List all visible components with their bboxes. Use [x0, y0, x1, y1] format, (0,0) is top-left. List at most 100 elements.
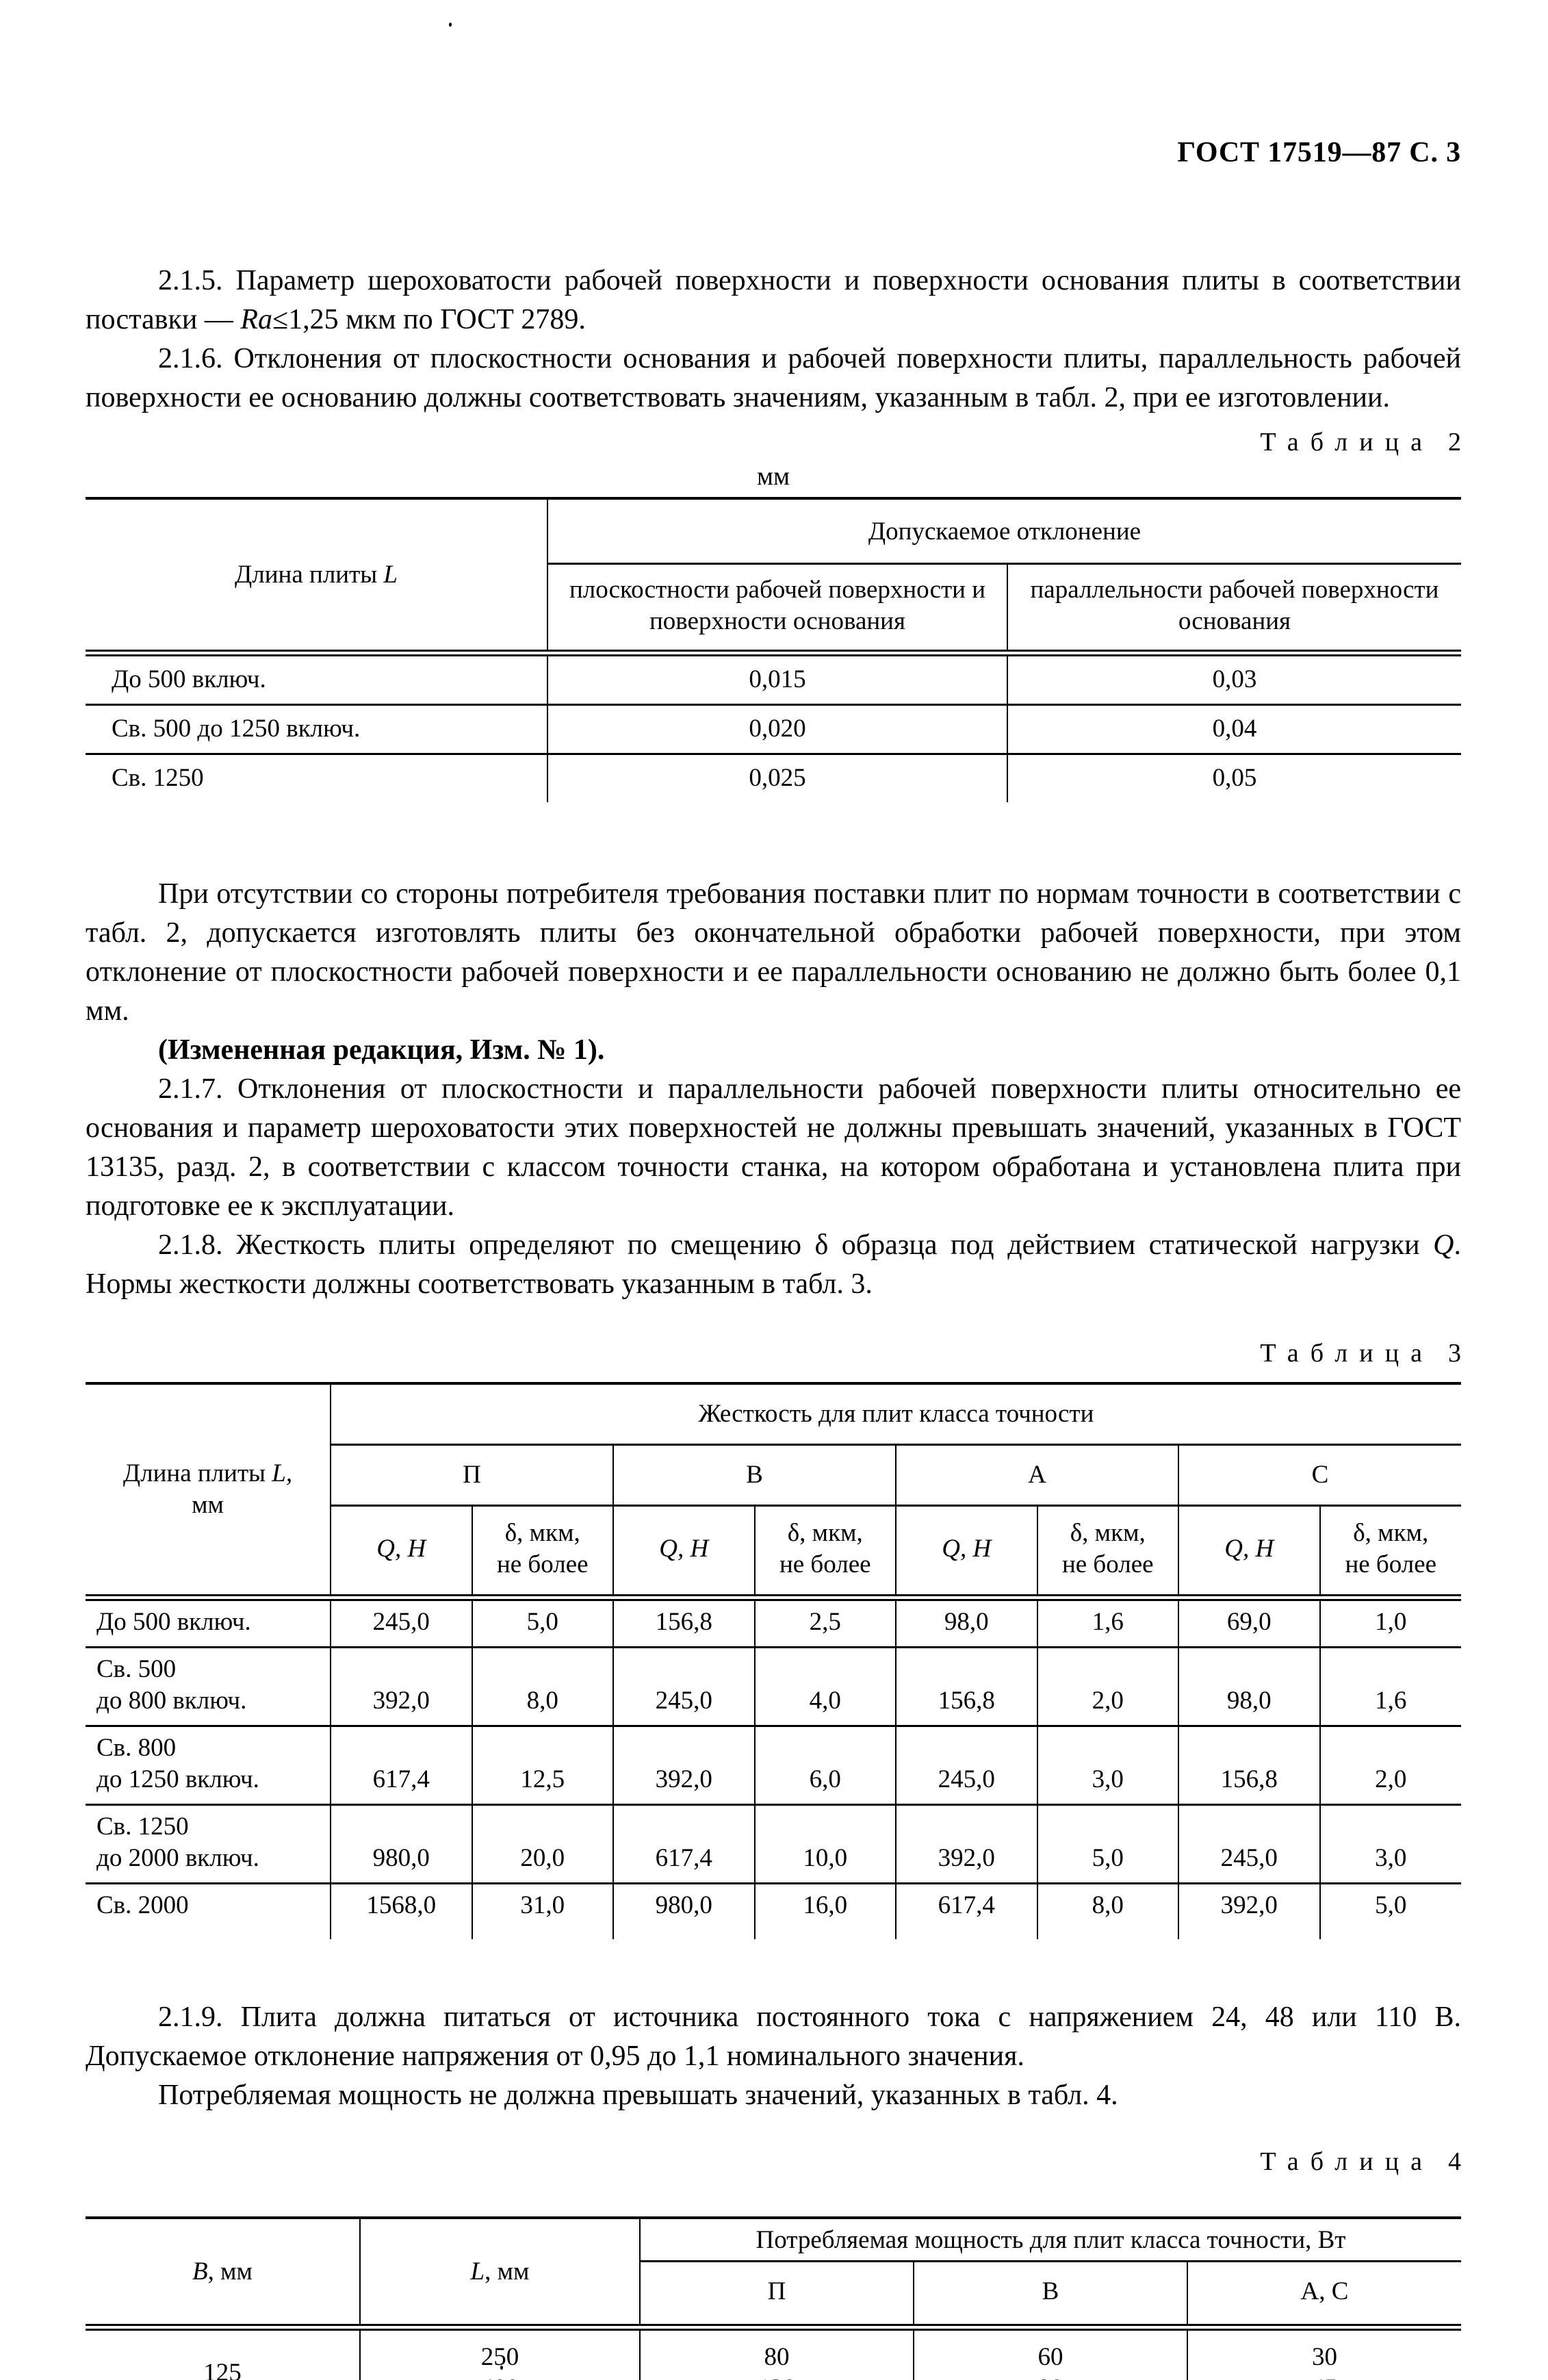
table-cell: 12,5 [471, 1726, 613, 1805]
table-cell: 10,0 [753, 1804, 896, 1884]
table-cell: 2,5 [753, 1598, 896, 1648]
subheader-line: не более [779, 1550, 871, 1578]
table4-col2-header: L, мм [359, 2218, 640, 2327]
table-cell: 250400 [359, 2327, 640, 2380]
table-cell: 125 [203, 2359, 242, 2380]
paragraph-text: ≤1,25 мкм по ГОСТ 2789. [272, 304, 586, 335]
table-cell: 20,0 [471, 1804, 613, 1884]
table-4: B, мм L, мм Потребляемая мощность для пл… [86, 2216, 1461, 2380]
subheader-delta: δ, мкм, не более [471, 1505, 613, 1598]
class-header-v: В [913, 2261, 1187, 2327]
table3-span-header: Жесткость для плит класса точности [330, 1383, 1461, 1446]
table-cell: 5,0 [1319, 1883, 1461, 1939]
paragraph-2-1-9b: Потребляемая мощность не должна превышат… [158, 2080, 1118, 2111]
table-cell: 3,0 [1036, 1726, 1178, 1805]
table-cell: 80130 [639, 2327, 914, 2380]
table-cell: 5,0 [1036, 1804, 1178, 1884]
subheader-q: Q, Н [1178, 1505, 1320, 1598]
class-header-a: А [895, 1444, 1178, 1507]
table-caption-label: Таблица [1260, 1339, 1434, 1368]
table-cell: 156,8 [612, 1598, 755, 1648]
table-cell: 5,0 [471, 1598, 613, 1648]
table-2: Длина плиты L Допускаемое отклонение пло… [86, 497, 1461, 802]
table-cell: 392,0 [330, 1647, 472, 1726]
row-label: Св. 500 до 800 включ. [86, 1648, 331, 1726]
table-cell: 245,0 [612, 1647, 755, 1726]
table-cell: 69,0 [1178, 1598, 1320, 1648]
table-cell: 1,6 [1036, 1598, 1178, 1648]
table-caption-label: Таблица [1260, 428, 1434, 457]
table-row: До 500 включ. 245,0 5,0 156,8 2,5 98,0 1… [86, 1598, 1461, 1648]
table-cell: 392,0 [1178, 1883, 1320, 1939]
table-row: Св. 2000 1568,0 31,0 980,0 16,0 617,4 8,… [86, 1883, 1461, 1940]
label-line: Св. 800 [96, 1734, 177, 1762]
table-row: 125 250400 80130 6090 3045 [86, 2327, 1461, 2380]
table-caption-label: Таблица [1260, 2147, 1434, 2176]
table-cell: 617,4 [895, 1883, 1037, 1939]
table2-caption: Таблица 2 [86, 427, 1461, 457]
class-header-p: П [639, 2261, 914, 2327]
header-line: мм [192, 1491, 224, 1519]
table-cell: 3045 [1187, 2327, 1461, 2380]
header-text: , мм [485, 2257, 530, 2286]
class-header-c: С [1178, 1444, 1461, 1507]
row-label: Св. 2000 [86, 1884, 331, 1940]
paragraph-2-1-7: 2.1.7. Отклонения от плоскостности и пар… [86, 1073, 1461, 1222]
paragraph-after-table2: При отсутствии со стороны потребителя тр… [86, 878, 1461, 1027]
subheader-delta: δ, мкм, не более [753, 1505, 896, 1598]
table-cell: 0,020 [547, 704, 1007, 754]
table-cell: 1,0 [1319, 1598, 1461, 1648]
table-cell: 245,0 [1178, 1804, 1320, 1884]
table-cell: 0,015 [547, 653, 1007, 705]
subheader-delta: δ, мкм, не более [1319, 1505, 1461, 1598]
paragraph-2-1-6: 2.1.6. Отклонения от плоскостности основ… [86, 343, 1461, 413]
value-line: 250 [480, 2343, 519, 2371]
label-line: До 500 включ. [96, 1608, 251, 1636]
table-row: Св. 1250 до 2000 включ. 980,0 20,0 617,4 … [86, 1804, 1461, 1884]
table-cell: 3,0 [1319, 1804, 1461, 1884]
subheader-line: δ, мкм, [787, 1519, 863, 1547]
value-line: 130 [641, 2373, 913, 2380]
table4-span-header: Потребляемая мощность для плит класса то… [639, 2218, 1461, 2262]
table-cell: 245,0 [330, 1598, 472, 1648]
table-cell: 8,0 [1036, 1883, 1178, 1939]
class-header-ac: А, С [1187, 2261, 1461, 2327]
subheader-q: Q, Н [330, 1505, 472, 1598]
paragraph-2-1-8: 2.1.8. Жесткость плиты определяют по сме… [86, 1226, 1461, 1304]
table-cell: 2,0 [1319, 1726, 1461, 1805]
row-label: Св. 500 до 1250 включ. [112, 715, 361, 743]
header-text: Длина плиты [235, 560, 384, 589]
label-line: Св. 500 [96, 1655, 177, 1683]
length-var: L, [272, 1459, 293, 1487]
table-caption-number: 4 [1448, 2147, 1461, 2176]
table-row: Св. 500 до 1250 включ. 0,020 0,04 [86, 704, 1461, 754]
table-cell: 617,4 [612, 1804, 755, 1884]
table2-span-header: Допускаемое отклонение [547, 498, 1461, 564]
table-cell: 31,0 [471, 1883, 613, 1939]
value-line: 30 [1312, 2343, 1337, 2371]
table-cell: 2,0 [1036, 1647, 1178, 1726]
row-label: Св. 1250 [112, 764, 204, 792]
table-cell: 0,05 [1007, 754, 1461, 802]
label-line: до 800 включ. [96, 1687, 247, 1715]
paragraph-text: . Нормы жесткости должны соответствовать… [86, 1229, 1461, 1300]
table2-unit: мм [756, 462, 790, 491]
ra-symbol: Ra [240, 304, 273, 335]
table2-col1-header: Длина плиты L [86, 498, 547, 653]
paragraph-2-1-5: 2.1.5. Параметр шероховатости рабочей по… [86, 261, 1461, 340]
row-label: До 500 включ. [112, 665, 266, 693]
value-line: 45 [1188, 2373, 1461, 2380]
table3-caption: Таблица 3 [86, 1338, 1461, 1368]
header-text: Длина плиты [122, 1459, 272, 1487]
label-line: до 1250 включ. [96, 1765, 259, 1793]
paragraph-amendment: (Измененная редакция, Изм. № 1). [158, 1034, 605, 1066]
scan-artifact-dot [500, 2366, 503, 2370]
value-line: 60 [1037, 2343, 1063, 2371]
table-cell: 16,0 [753, 1883, 896, 1939]
label-line: Св. 1250 [96, 1813, 189, 1841]
header-text: , мм [207, 2257, 253, 2286]
subheader-delta: δ, мкм, не более [1036, 1505, 1178, 1598]
table-cell: 1,6 [1319, 1647, 1461, 1726]
header-line: Длина плиты L, [92, 1458, 323, 1489]
